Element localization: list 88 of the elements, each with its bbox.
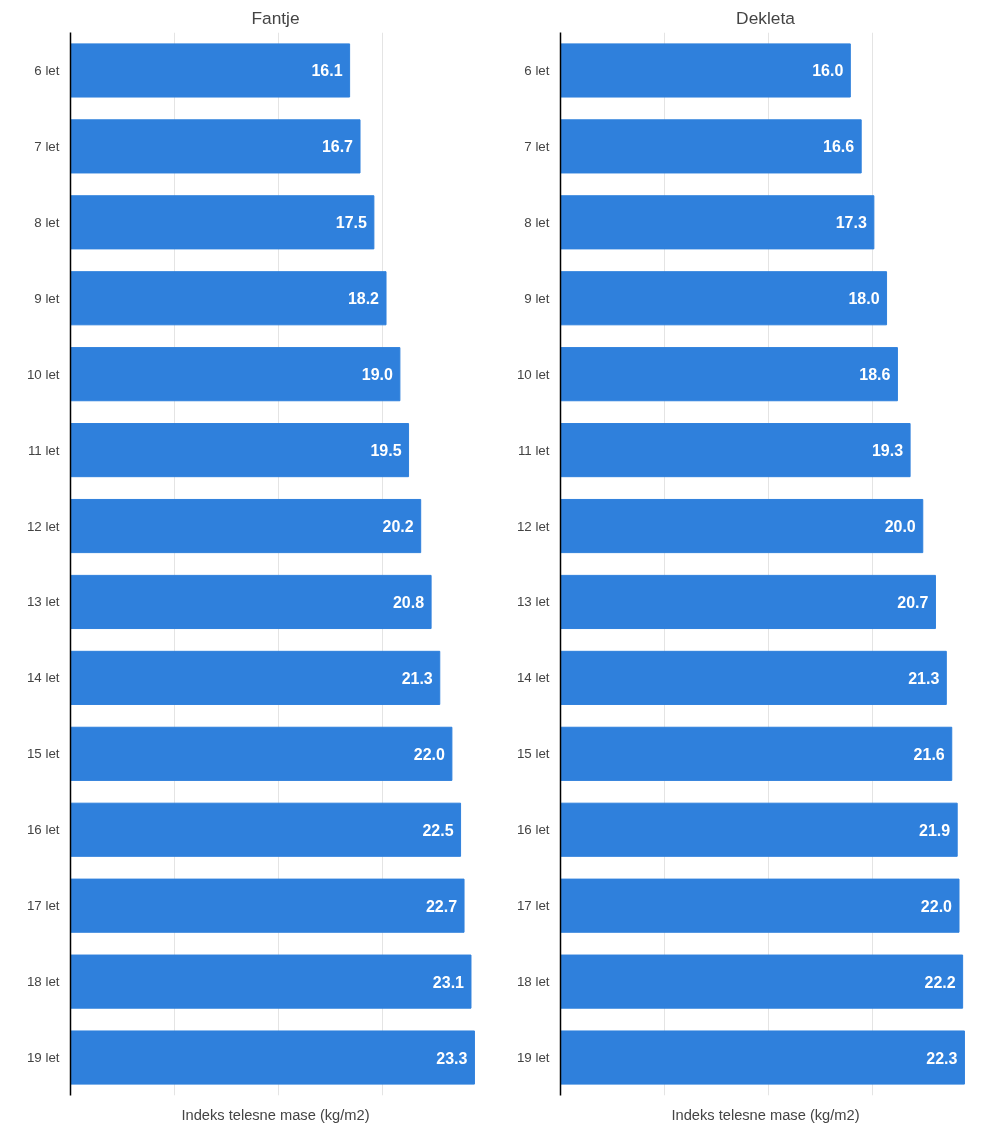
data-label: 16.6	[823, 138, 855, 156]
y-tick-label: 6 let	[524, 62, 550, 78]
data-label: 16.1	[311, 62, 343, 80]
x-axis-title: Indeks telesne mase (kg/m2)	[671, 1106, 860, 1123]
data-label: 21.3	[908, 669, 940, 687]
bar	[560, 802, 958, 857]
y-tick-label: 8 let	[524, 214, 550, 230]
y-tick-label: 10 let	[26, 366, 60, 382]
bar	[560, 195, 875, 250]
y-tick-label: 19 let	[26, 1050, 60, 1066]
y-tick-label: 12 let	[26, 518, 60, 534]
data-label: 17.3	[835, 214, 867, 232]
bar	[560, 1030, 965, 1085]
bar	[70, 119, 361, 174]
bar	[70, 802, 462, 857]
bar	[560, 43, 851, 98]
bar	[560, 878, 960, 933]
bar	[70, 726, 453, 781]
y-tick-label: 16 let	[516, 822, 550, 838]
y-tick-label: 6 let	[34, 62, 60, 78]
data-label: 23.1	[432, 973, 465, 991]
y-tick-label: 9 let	[34, 290, 60, 306]
y-tick-label: 15 let	[516, 746, 550, 762]
data-label: 16.0	[812, 62, 844, 80]
bar	[70, 954, 472, 1009]
bar	[560, 726, 953, 781]
y-tick-label: 8 let	[34, 214, 60, 230]
bar	[70, 347, 401, 402]
data-label: 20.8	[392, 593, 425, 611]
data-label: 16.7	[321, 138, 354, 156]
bar	[560, 498, 924, 554]
bar	[70, 423, 410, 478]
chart-title: Fantje	[251, 7, 300, 28]
bar	[560, 347, 898, 402]
data-label: 22.0	[413, 745, 445, 763]
y-tick-label: 16 let	[26, 822, 60, 838]
data-label: 21.9	[919, 821, 951, 839]
bar	[70, 650, 441, 705]
data-label: 22.0	[920, 897, 953, 915]
y-tick-label: 17 let	[26, 898, 60, 914]
x-axis-title: Indeks telesne mase (kg/m2)	[181, 1106, 370, 1123]
data-label: 23.3	[436, 1049, 468, 1067]
data-label: 18.2	[347, 290, 380, 308]
data-label: 21.3	[401, 669, 433, 687]
data-label: 18.0	[848, 290, 880, 308]
data-label: 19.0	[361, 366, 393, 384]
y-tick-label: 9 let	[524, 290, 550, 306]
bar	[70, 574, 432, 630]
y-tick-label: 19 let	[516, 1050, 550, 1066]
bar	[70, 878, 465, 933]
bar	[560, 650, 947, 705]
y-tick-label: 14 let	[516, 670, 550, 686]
data-label: 20.7	[897, 593, 929, 611]
y-tick-label: 14 let	[26, 670, 60, 686]
bar	[70, 43, 351, 98]
data-label: 22.3	[926, 1049, 958, 1067]
y-tick-label: 17 let	[516, 898, 550, 914]
bar	[560, 954, 964, 1009]
y-tick-label: 7 let	[34, 138, 60, 154]
data-label: 19.5	[370, 442, 402, 460]
y-tick-label: 18 let	[26, 974, 60, 990]
data-label: 18.6	[859, 366, 891, 384]
data-label: 19.3	[871, 442, 904, 460]
bar	[560, 574, 936, 630]
bar	[70, 1030, 475, 1085]
y-tick-label: 15 let	[26, 746, 60, 762]
y-tick-label: 13 let	[516, 594, 550, 610]
data-label: 17.5	[335, 214, 367, 232]
y-tick-label: 7 let	[524, 138, 550, 154]
data-label: 22.7	[425, 897, 458, 915]
y-tick-label: 11 let	[517, 442, 550, 458]
bar	[70, 271, 387, 326]
y-tick-label: 13 let	[26, 594, 60, 610]
y-tick-label: 12 let	[516, 518, 550, 534]
bar	[70, 498, 422, 554]
data-label: 21.6	[913, 745, 945, 763]
y-tick-label: 18 let	[516, 974, 550, 990]
chart-title: Dekleta	[736, 7, 796, 28]
bar	[560, 423, 911, 478]
data-label: 22.2	[924, 973, 956, 991]
bar	[560, 271, 888, 326]
data-label: 20.0	[884, 518, 916, 536]
bar	[560, 119, 862, 174]
y-tick-label: 11 let	[27, 442, 60, 458]
bar	[70, 195, 375, 250]
data-label: 20.2	[382, 518, 414, 536]
data-label: 22.5	[422, 821, 454, 839]
y-tick-label: 10 let	[516, 366, 550, 382]
